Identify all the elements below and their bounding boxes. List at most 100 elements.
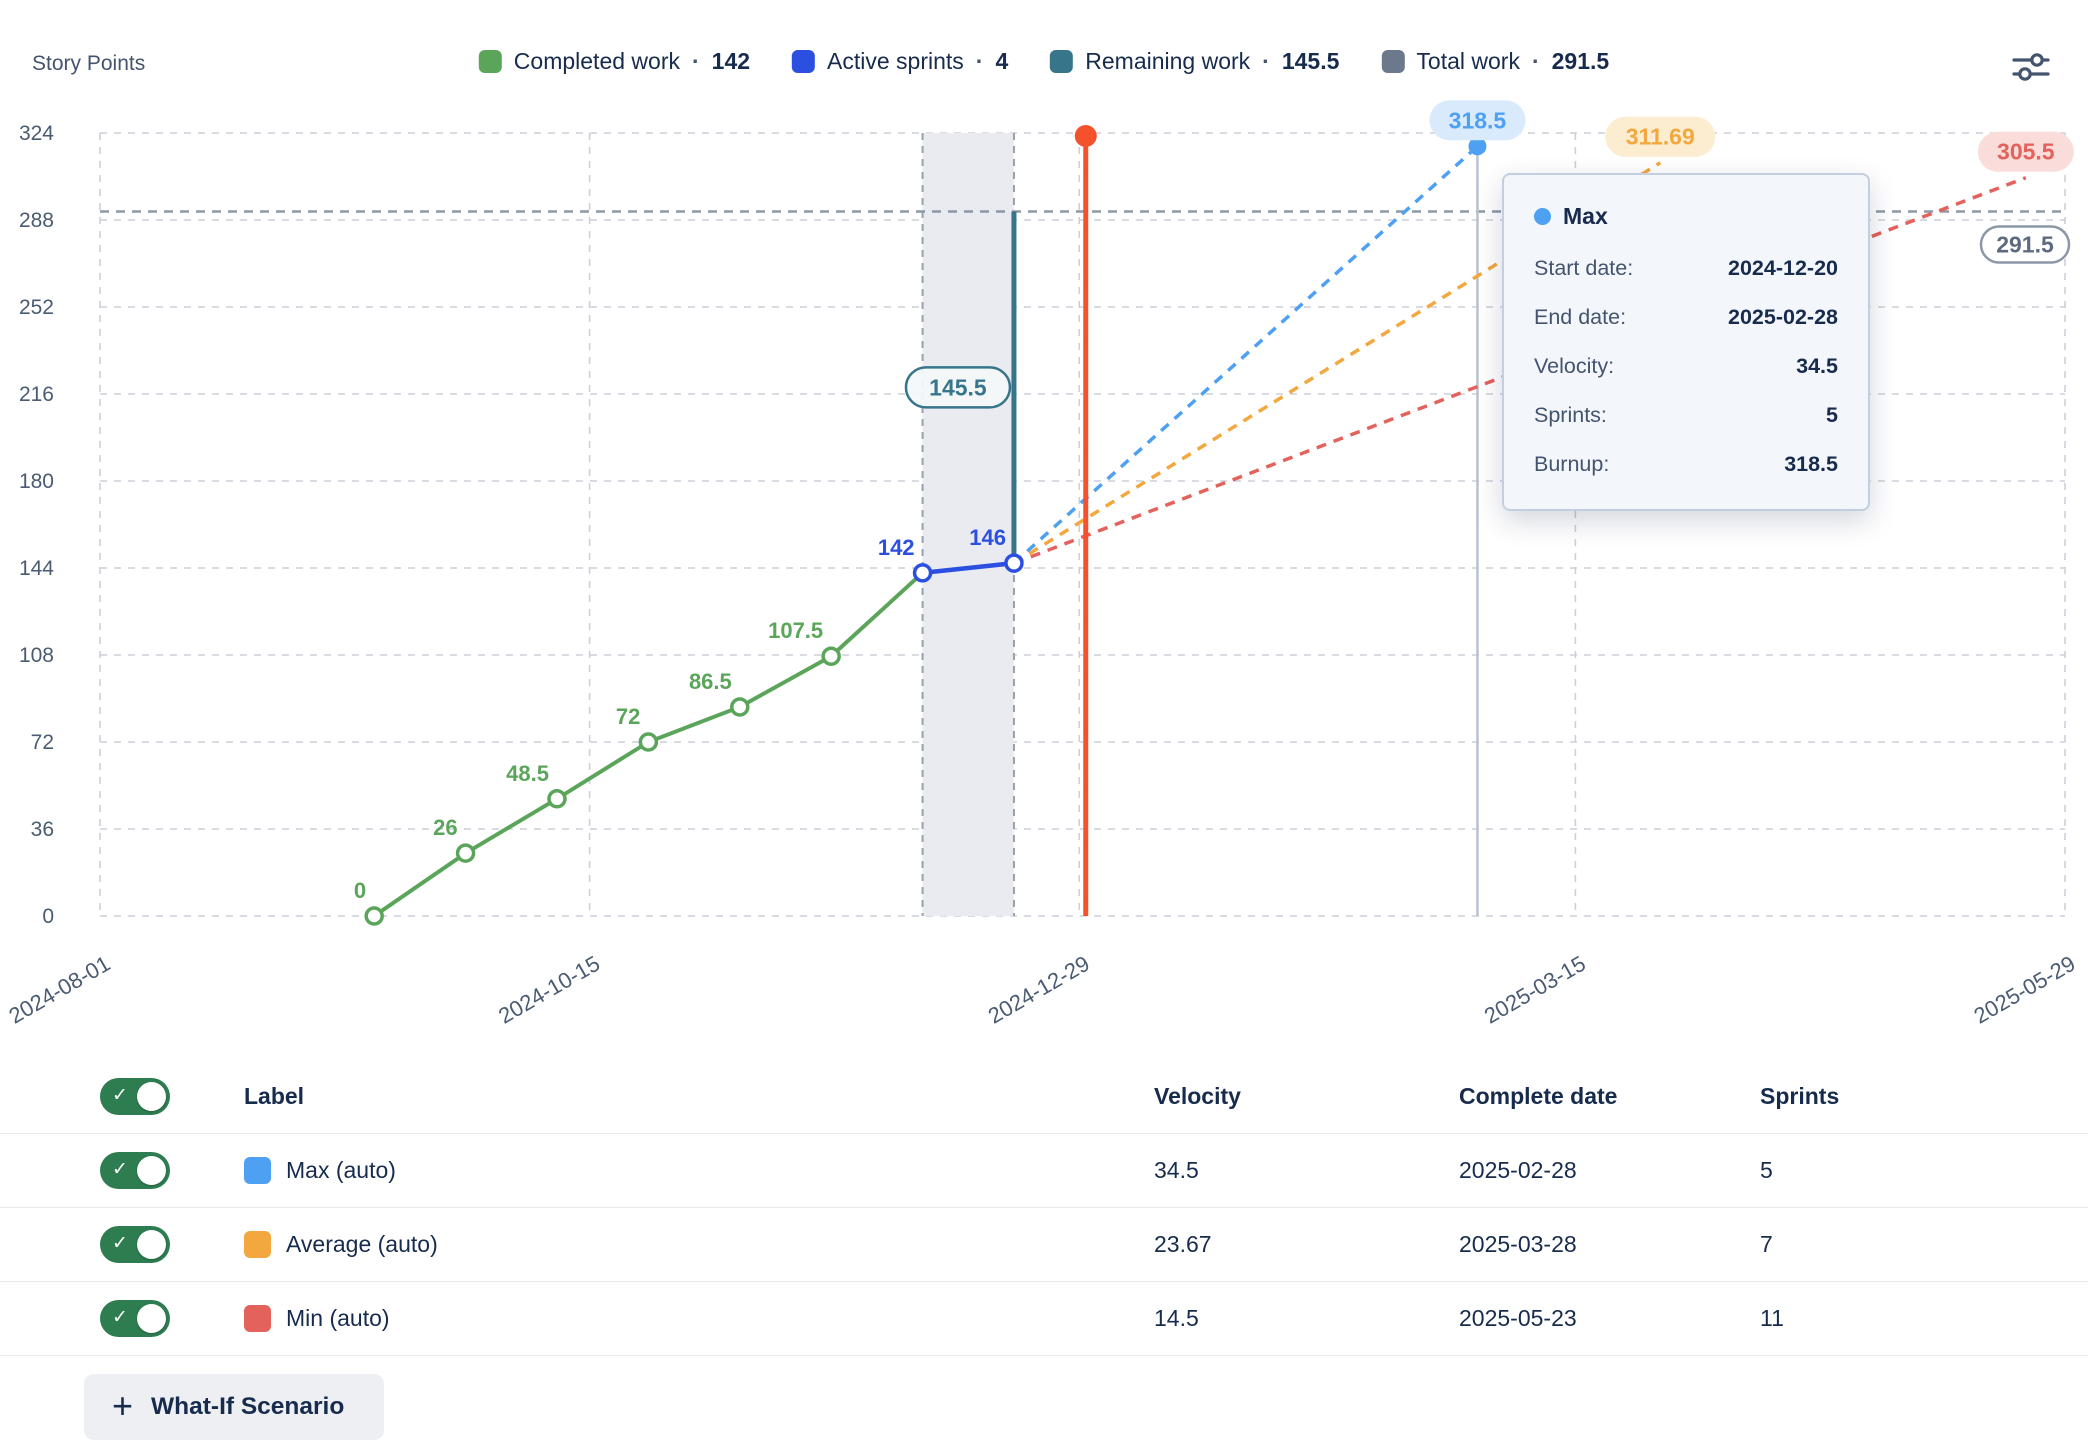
- y-axis-title: Story Points: [32, 52, 146, 75]
- table-row-average: ✓ Average (auto) 23.67 2025-03-28 7: [0, 1208, 2088, 1282]
- y-axis-tick: 0: [42, 905, 54, 928]
- legend-value: 145.5: [1281, 48, 1340, 74]
- total-work-pill-label: 291.5: [1996, 232, 2054, 258]
- forecast-tooltip: Max Start date: 2024-12-20 End date: 2025-0…: [1502, 173, 1870, 511]
- what-if-scenario-button[interactable]: + What-If Scenario: [84, 1374, 385, 1440]
- completed-data-point[interactable]: [730, 697, 750, 717]
- active-data-point[interactable]: [912, 563, 933, 583]
- legend-item-total-work[interactable]: Total work · 291.5: [1381, 48, 1609, 75]
- tooltip-row-value: 2025-02-28: [1728, 305, 1838, 329]
- tooltip-row-label: End date:: [1534, 305, 1627, 329]
- row-velocity: 14.5: [1154, 1305, 1199, 1331]
- active-sprint-line[interactable]: [922, 560, 1015, 576]
- legend-label: Total work: [1416, 48, 1520, 74]
- legend-value: 4: [995, 48, 1009, 74]
- forecast-pill-max: [1429, 100, 1526, 141]
- completed-data-point[interactable]: [638, 732, 659, 752]
- completed-data-point[interactable]: [821, 646, 841, 666]
- completed-data-point[interactable]: [547, 789, 567, 809]
- tooltip-row: Sprints: 5: [1534, 403, 1838, 428]
- y-axis-tick: 324: [19, 122, 54, 145]
- x-axis-tick: 2024-10-15: [494, 951, 604, 1029]
- table-row-max: ✓ Max (auto) 34.5 2025-02-28 5: [0, 1134, 2088, 1208]
- completed-data-point[interactable]: [455, 843, 476, 863]
- tooltip-row-value: 318.5: [1784, 452, 1838, 476]
- legend-label: Active sprints: [827, 48, 964, 74]
- forecast-table: ✓ Label Velocity Complete date Sprints ✓…: [0, 1060, 2088, 1356]
- forecast-pill-min-label: 305.5: [1997, 139, 2055, 165]
- active-sprint-band: [922, 133, 1014, 916]
- tooltip-row-label: Start date:: [1534, 256, 1634, 280]
- row-toggle[interactable]: ✓: [100, 1226, 170, 1263]
- tooltip-row: Burnup: 318.5: [1534, 452, 1838, 477]
- data-point-label: 107.5: [768, 618, 823, 643]
- forecast-table-rows: ✓ Max (auto) 34.5 2025-02-28 5 ✓ Average (auto…: [0, 1134, 2088, 1356]
- legend-swatch: [792, 50, 816, 73]
- data-point-label: 72: [616, 704, 640, 729]
- check-icon: ✓: [112, 1159, 128, 1180]
- row-velocity: 34.5: [1154, 1157, 1199, 1183]
- table-header-row: ✓ Label Velocity Complete date Sprints: [0, 1060, 2088, 1134]
- legend-separator: ·: [1531, 48, 1540, 74]
- data-point-label: 26: [433, 815, 457, 840]
- forecast-endpoint-dot[interactable]: [1468, 137, 1487, 156]
- row-color-swatch: [244, 1305, 271, 1332]
- legend-swatch: [1050, 50, 1074, 73]
- forecast-pill-min: [1977, 131, 2074, 172]
- plus-icon: +: [112, 1384, 134, 1426]
- remaining-work-pill: [904, 366, 1012, 409]
- tooltip-row-label: Velocity:: [1534, 354, 1615, 378]
- tooltip-row-label: Burnup:: [1534, 452, 1610, 476]
- row-sprints: 7: [1760, 1231, 1773, 1257]
- sliders-icon: [2012, 52, 2050, 81]
- y-axis-tick: 216: [19, 383, 54, 406]
- y-axis-tick: 180: [19, 470, 54, 493]
- forecast-line-max[interactable]: [1012, 144, 1479, 565]
- toggle-knob: [137, 1156, 166, 1185]
- forecast-pill-max-label: 318.5: [1449, 107, 1507, 133]
- chart-legend: Completed work · 142 Active sprints · 4 Remain…: [478, 48, 1609, 75]
- legend-value: 142: [711, 48, 751, 74]
- tooltip-series-dot: [1534, 208, 1551, 225]
- legend-value: 291.5: [1551, 48, 1610, 74]
- what-if-scenario-label: What-If Scenario: [151, 1393, 345, 1420]
- completed-data-point[interactable]: [364, 906, 384, 926]
- table-row-min: ✓ Min (auto) 14.5 2025-05-23 11: [0, 1282, 2088, 1356]
- check-icon: ✓: [112, 1307, 128, 1328]
- x-axis-tick: 2024-08-01: [5, 951, 115, 1029]
- row-complete-date: 2025-05-23: [1459, 1305, 1577, 1331]
- tooltip-rows: Start date: 2024-12-20 End date: 2025-02-28…: [1534, 256, 1838, 477]
- row-velocity: 23.67: [1154, 1231, 1212, 1257]
- legend-item-active-sprints[interactable]: Active sprints · 4: [792, 48, 1008, 75]
- data-point-label: 0: [354, 878, 366, 903]
- master-toggle[interactable]: ✓: [100, 1078, 170, 1115]
- total-work-pill: [1979, 225, 2071, 264]
- header-velocity: Velocity: [1154, 1083, 1241, 1109]
- tooltip-title: Max: [1563, 203, 1608, 229]
- row-complete-date: 2025-02-28: [1459, 1157, 1577, 1183]
- x-axis-tick: 2025-03-15: [1480, 951, 1590, 1029]
- burnup-chart[interactable]: 0 36 72 108 144 180 216 252 288 324 2024-08-01 2024…: [0, 0, 2088, 1040]
- legend-label: Completed work: [513, 48, 680, 74]
- y-axis-tick: 72: [31, 731, 54, 754]
- row-complete-date: 2025-03-28: [1459, 1231, 1577, 1257]
- legend-swatch: [1381, 50, 1405, 73]
- row-label: Average (auto): [286, 1231, 438, 1257]
- forecast-pill-average: [1605, 116, 1716, 157]
- legend-separator: ·: [975, 48, 984, 74]
- active-data-point[interactable]: [1004, 553, 1024, 573]
- data-point-label: 142: [878, 535, 915, 560]
- tooltip-row-value: 2024-12-20: [1728, 256, 1838, 280]
- tooltip-row: Velocity: 34.5: [1534, 354, 1838, 379]
- row-label: Min (auto): [286, 1305, 390, 1331]
- row-color-swatch: [244, 1231, 271, 1258]
- row-color-swatch: [244, 1157, 271, 1184]
- row-toggle[interactable]: ✓: [100, 1152, 170, 1189]
- legend-item-completed-work[interactable]: Completed work · 142: [478, 48, 751, 75]
- row-toggle[interactable]: ✓: [100, 1300, 170, 1337]
- tooltip-row-label: Sprints:: [1534, 403, 1607, 427]
- data-point-label: 86.5: [689, 669, 732, 694]
- legend-item-remaining-work[interactable]: Remaining work · 145.5: [1050, 48, 1339, 75]
- y-axis-tick: 288: [19, 209, 54, 232]
- chart-settings-button[interactable]: [2008, 48, 2054, 88]
